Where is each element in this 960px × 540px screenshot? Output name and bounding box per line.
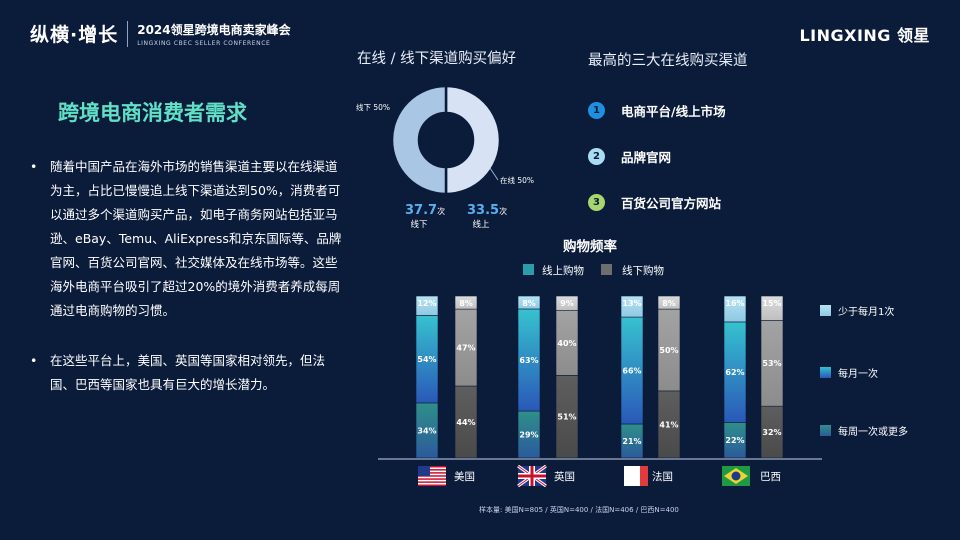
- top3-item: 1 电商平台/线上市场: [588, 98, 726, 122]
- bar-data-label: 54%: [417, 355, 436, 364]
- bar-data-label: 13%: [622, 299, 641, 308]
- bar-data-label: 16%: [725, 299, 744, 308]
- donut-stat-label: 线下: [410, 219, 428, 230]
- flag-us-canton: [418, 466, 430, 476]
- donut-stat-value: 37.7次: [405, 203, 445, 218]
- event-subtitle: LINGXING CBEC SELLER CONFERENCE: [137, 39, 271, 47]
- bar-data-label: 41%: [659, 420, 678, 429]
- donut-leader-line: [489, 167, 499, 181]
- donut-label: 线下 50%: [356, 102, 390, 112]
- bar-data-label: 8%: [662, 299, 676, 308]
- frequency-legend-label: 每周一次或更多: [838, 425, 908, 438]
- donut-slice: [444, 84, 502, 196]
- top3-title: 最高的三大在线购买渠道: [588, 53, 748, 69]
- legend-swatch-offline: [601, 264, 612, 275]
- brand-mark: 纵横·增长: [30, 24, 119, 46]
- frequency-legend-label: 每月一次: [838, 367, 878, 380]
- flag-us-stripe: [418, 466, 446, 468]
- bar-data-label: 8%: [459, 299, 473, 308]
- legend-label: 线下购物: [622, 264, 664, 277]
- flag-fr-band: [632, 466, 640, 486]
- flag-fr-band: [640, 466, 648, 486]
- top3-label: 电商平台/线上市场: [621, 103, 726, 119]
- bar-data-label: 62%: [725, 368, 744, 377]
- flag-us-stripe: [418, 481, 446, 483]
- bar-data-label: 50%: [659, 346, 678, 355]
- flag-br-globe: [731, 471, 741, 481]
- top3-list: 1 电商平台/线上市场 2 品牌官网 3 百货公司官方网站: [588, 98, 726, 236]
- top3-label: 品牌官网: [621, 149, 672, 165]
- bar-data-label: 29%: [519, 431, 538, 440]
- bullet-item: 随着中国产品在海外市场的销售渠道主要以在线渠道为主，占比已慢慢追上线下渠道达到5…: [30, 155, 348, 323]
- flag-us-stripe: [418, 472, 446, 474]
- flag-uk-cross-red: [518, 474, 546, 478]
- rank-badge: 1: [588, 101, 605, 119]
- legend-label: 线上购物: [542, 264, 584, 277]
- flag-fr-band: [624, 466, 632, 486]
- section-heading: 跨境电商消费者需求: [58, 101, 247, 125]
- rank-badge: 2: [588, 147, 605, 165]
- bar-data-label: 12%: [417, 299, 436, 308]
- brand-header: 纵横·增长 2024领星跨境电商卖家峰会 LINGXING CBEC SELLE…: [30, 20, 291, 47]
- top3-item: 3 百货公司官方网站: [588, 190, 726, 214]
- bar-segment: [723, 295, 747, 323]
- frequency-legend-label: 少于每月1次: [838, 305, 894, 318]
- frequency-legend-swatch: [820, 367, 831, 378]
- bar-segment: [415, 295, 439, 316]
- flag-us-stripe: [418, 469, 446, 471]
- bar-data-label: 8%: [522, 299, 536, 308]
- donut-label: 在线 50%: [500, 175, 534, 185]
- bar-data-label: 53%: [762, 359, 781, 368]
- bar-data-label: 47%: [456, 344, 475, 353]
- donut-stat-value: 33.5次: [467, 203, 507, 218]
- bar-data-label: 21%: [622, 437, 641, 446]
- bar-data-label: 15%: [762, 299, 781, 308]
- bullet-list: 随着中国产品在海外市场的销售渠道主要以在线渠道为主，占比已慢慢追上线下渠道达到5…: [30, 155, 348, 397]
- top3-item: 2 品牌官网: [588, 144, 726, 168]
- bar-data-label: 63%: [519, 356, 538, 365]
- event-title: 2024领星跨境电商卖家峰会: [137, 22, 291, 37]
- legend-swatch-online: [523, 264, 534, 275]
- bar-data-label: 44%: [456, 418, 475, 427]
- donut-stat-label: 线上: [472, 219, 490, 230]
- bar-data-label: 32%: [762, 428, 781, 437]
- bullet-item: 在这些平台上，美国、英国等国家相对领先，但法国、巴西等国家也具有巨大的增长潜力。: [30, 349, 348, 397]
- sample-size-note: 样本量: 美国N=805 / 英国N=400 / 法国N=406 / 巴西N=4…: [479, 506, 679, 514]
- flag-us-stripe: [418, 484, 446, 486]
- bar-segment: [517, 295, 541, 310]
- flag-us-stripe: [418, 478, 446, 480]
- flag-us-stripe: [418, 475, 446, 477]
- bar-segment: [454, 295, 478, 310]
- lingxing-logo: LINGXING 领星: [799, 26, 930, 45]
- category-label: 英国: [554, 470, 575, 483]
- category-label: 美国: [454, 470, 475, 483]
- rank-badge: 3: [588, 193, 605, 211]
- chart-title: 购物频率: [563, 238, 617, 255]
- donut-title: 在线 / 线下渠道购买偏好: [357, 51, 517, 67]
- top3-label: 百货公司官方网站: [621, 195, 722, 211]
- bar-data-label: 34%: [417, 426, 436, 435]
- bar-segment: [555, 295, 579, 311]
- bar-data-label: 51%: [557, 413, 576, 422]
- frequency-legend-swatch: [820, 425, 831, 436]
- bar-data-label: 9%: [560, 299, 574, 308]
- bar-segment: [657, 295, 681, 310]
- brand-divider: [127, 20, 129, 47]
- bar-segment: [620, 295, 644, 318]
- bar-data-label: 40%: [557, 339, 576, 348]
- bar-data-label: 66%: [622, 367, 641, 376]
- category-label: 法国: [652, 470, 673, 483]
- frequency-legend-swatch: [820, 305, 831, 316]
- bar-segment: [760, 295, 784, 321]
- donut-slice: [390, 84, 448, 196]
- category-label: 巴西: [760, 471, 781, 483]
- event-info: 2024领星跨境电商卖家峰会 LINGXING CBEC SELLER CONF…: [137, 21, 290, 47]
- bar-data-label: 22%: [725, 436, 744, 445]
